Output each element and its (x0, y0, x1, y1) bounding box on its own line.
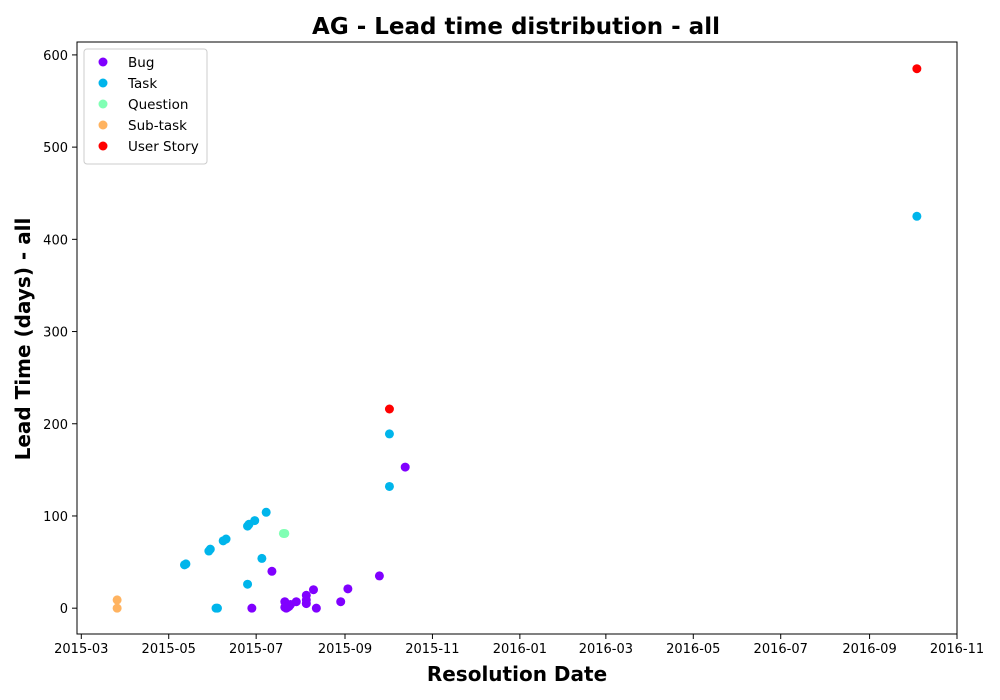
data-point (311, 603, 321, 613)
x-tick-label: 2016-05 (666, 642, 720, 657)
legend-frame (83, 48, 208, 165)
data-point (280, 528, 290, 538)
x-tick-label: 2015-11 (405, 642, 459, 657)
legend-marker (98, 78, 108, 88)
legend: Bug Task Question Sub-task User Story (83, 48, 208, 165)
data-point (261, 507, 271, 517)
y-tick-label: 500 (43, 141, 68, 156)
ticks-layer: 2015-03 2015-05 2015-07 2015-09 2015-11 2016-… (43, 49, 984, 657)
legend-label: Sub-task (128, 118, 187, 134)
data-point (400, 462, 410, 472)
y-axis-label: Lead Time (days) - all (11, 218, 35, 461)
x-tick-label: 2015-09 (318, 642, 372, 657)
series-question (278, 528, 290, 538)
y-tick-label: 600 (43, 49, 68, 64)
x-tick-label: 2015-07 (229, 642, 283, 657)
data-point (243, 579, 253, 589)
series-sub-task (112, 595, 122, 613)
data-point (291, 597, 301, 607)
series-user-story (384, 64, 922, 414)
legend-marker (98, 99, 108, 109)
x-tick-label: 2016-09 (842, 642, 896, 657)
data-point (212, 603, 222, 613)
legend-marker (98, 120, 108, 130)
x-tick-label: 2016-07 (754, 642, 808, 657)
data-point (336, 597, 346, 607)
legend-label: Question (128, 97, 188, 113)
x-tick-label: 2015-05 (142, 642, 196, 657)
x-axis-label: Resolution Date (427, 662, 607, 686)
x-tick-label: 2015-03 (54, 642, 108, 657)
data-point (384, 429, 394, 439)
data-point (374, 571, 384, 581)
x-tick-label: 2016-11 (930, 642, 984, 657)
y-tick-label: 0 (60, 602, 68, 617)
data-point (308, 585, 318, 595)
legend-label: Bug (128, 55, 154, 71)
data-point (267, 566, 277, 576)
y-tick-label: 400 (43, 233, 68, 248)
data-point (112, 603, 122, 613)
x-tick-label: 2016-01 (493, 642, 547, 657)
y-tick-label: 300 (43, 326, 68, 341)
legend-marker (98, 57, 108, 67)
points-layer (112, 64, 922, 613)
plot-area-frame (76, 41, 958, 635)
data-point (257, 553, 267, 563)
data-point (301, 599, 311, 609)
legend-marker (98, 141, 108, 151)
series-task (179, 211, 922, 613)
data-point (384, 404, 394, 414)
y-tick-label: 100 (43, 510, 68, 525)
data-point (250, 516, 260, 526)
data-point (384, 481, 394, 491)
data-point (247, 603, 257, 613)
y-tick-label: 200 (43, 418, 68, 433)
chart-title: AG - Lead time distribution - all (312, 14, 720, 40)
data-point (912, 64, 922, 74)
series-bug (247, 462, 410, 613)
x-tick-label: 2016-03 (579, 642, 633, 657)
data-point (343, 584, 353, 594)
data-point (181, 559, 191, 569)
legend-label: Task (127, 76, 157, 92)
data-point (221, 534, 231, 544)
data-point (205, 544, 215, 554)
data-point (112, 595, 122, 605)
data-point (912, 211, 922, 221)
legend-label: User Story (128, 139, 199, 155)
